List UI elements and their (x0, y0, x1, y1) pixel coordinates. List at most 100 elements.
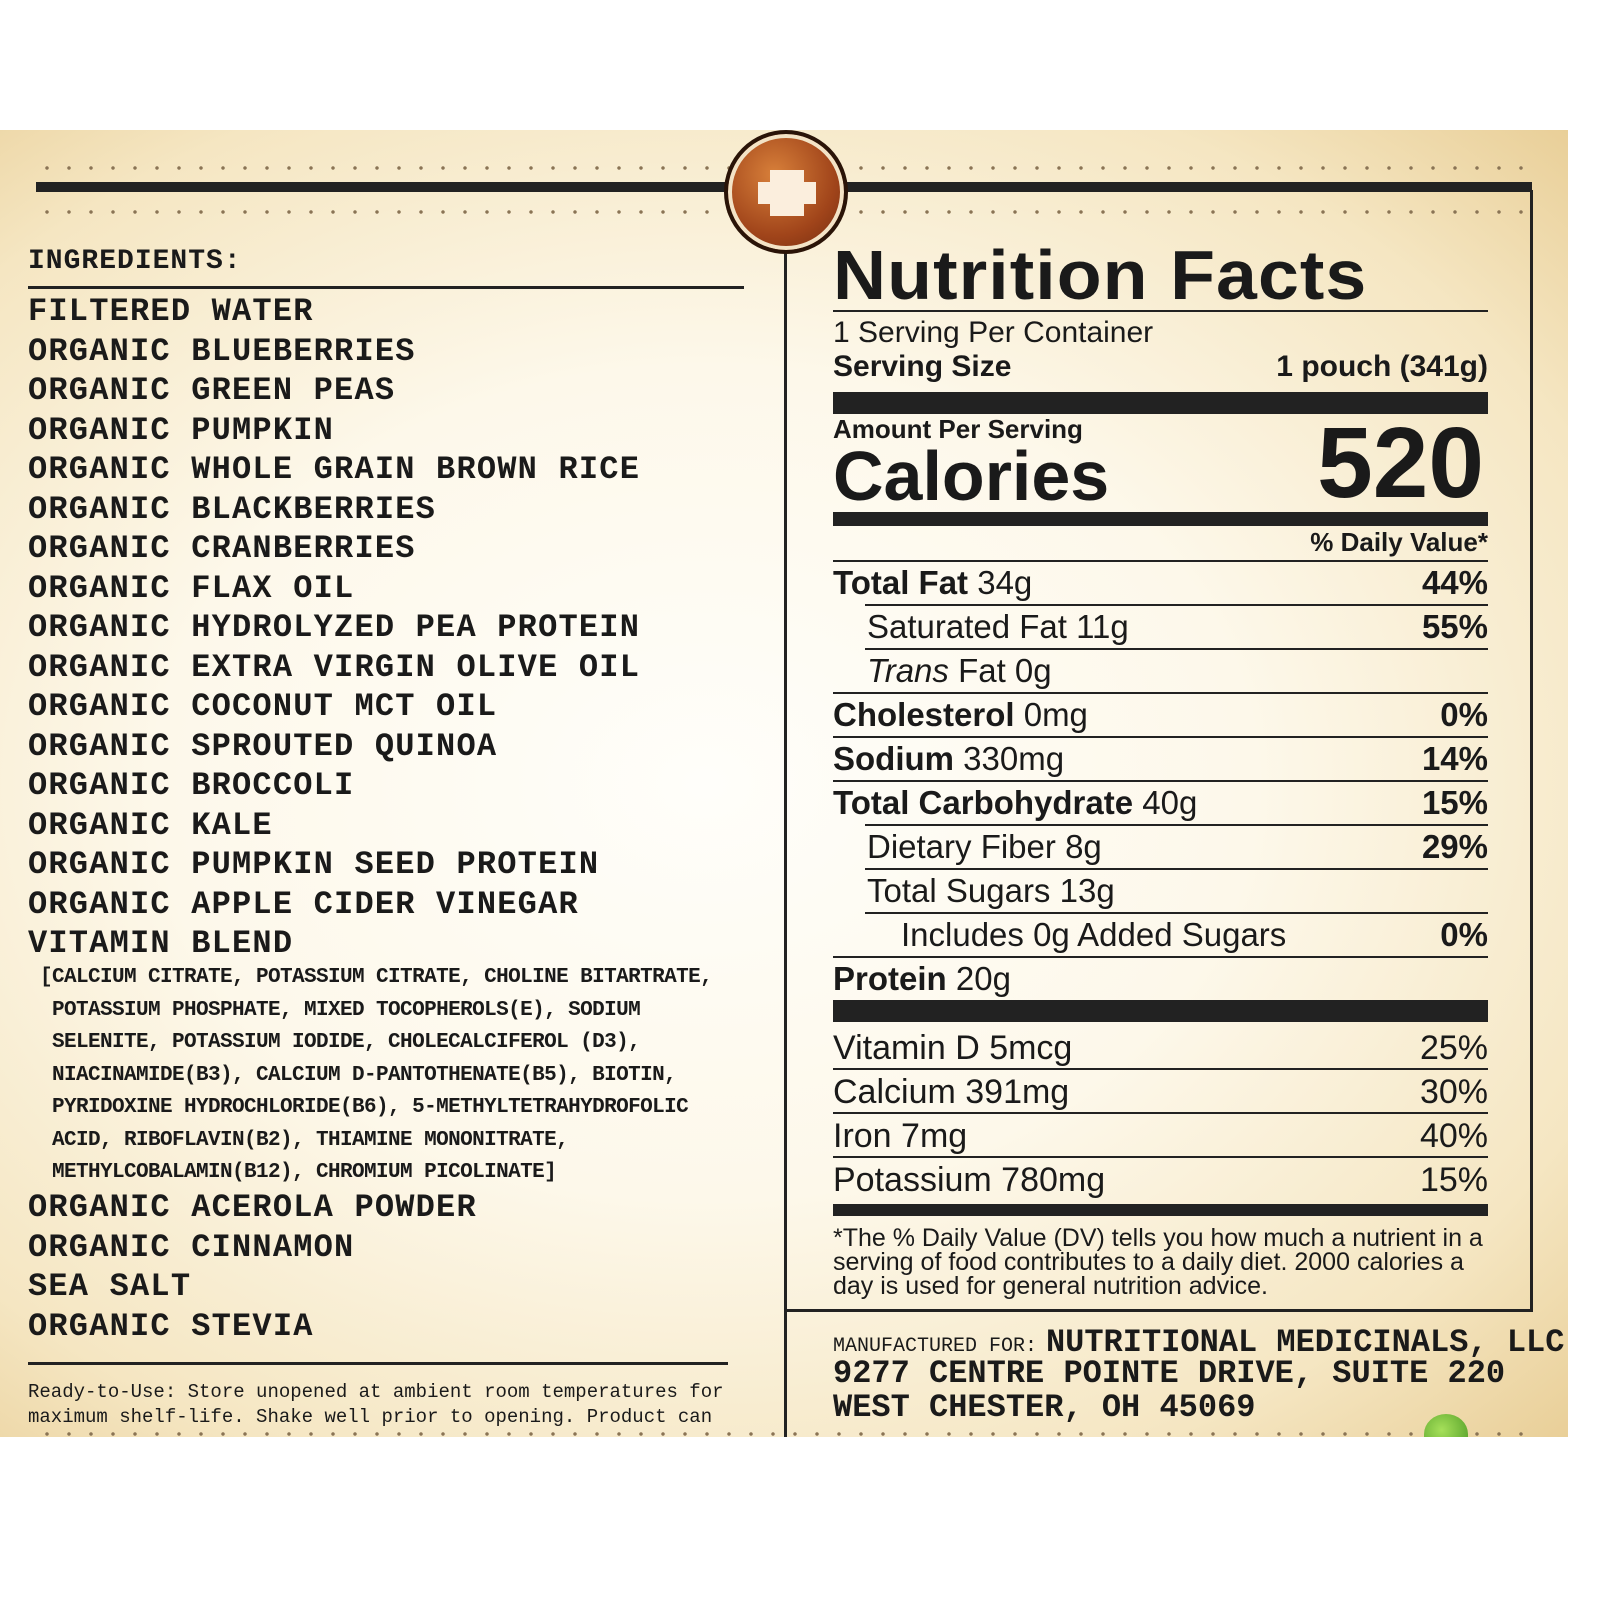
nutrient-amount: 13g (1059, 872, 1115, 909)
nutrient-amount: 34g (977, 564, 1033, 601)
ingredient-item: SEA SALT (28, 1268, 192, 1305)
divider (833, 1112, 1488, 1114)
nutrient-amount: 40g (1142, 784, 1198, 821)
nutrient-row: Includes 0g Added Sugars 0% (833, 913, 1488, 957)
nutrient-label: Total Sugars 13g (833, 871, 1115, 911)
divider (833, 736, 1488, 738)
ingredient-item: ORGANIC CRANBERRIES (28, 530, 416, 567)
ingredient-item: ORGANIC BLACKBERRIES (28, 490, 437, 528)
vitamin-name: Calcium 391mg (833, 1073, 1070, 1111)
ingredient-item: ORGANIC BROCCOLI (28, 767, 355, 804)
vitamin-name: Iron 7mg (833, 1117, 968, 1155)
nutrient-label: Saturated Fat 11g (833, 607, 1129, 647)
ingredient-item: ORGANIC SPROUTED QUINOA (28, 727, 498, 765)
nutrient-label: Protein 20g (833, 959, 1011, 999)
divider (833, 1156, 1488, 1158)
ingredient-item: ORGANIC WHOLE GRAIN BROWN RICE (28, 451, 641, 488)
calories-label: Calories (833, 437, 1110, 515)
brand-logo (724, 130, 848, 254)
divider (865, 648, 1488, 650)
nutrition-box-border (785, 190, 1533, 1312)
manufactured-for-label: MANUFACTURED FOR: (833, 1335, 1038, 1358)
serving-size-label: Serving Size (833, 350, 1012, 383)
nutrient-name: Total Fat (833, 564, 969, 601)
calories-value: 520 (1317, 407, 1484, 519)
ingredient-item: ORGANIC BLUEBERRIES (28, 332, 416, 370)
divider (833, 560, 1488, 562)
daily-value: 40% (1419, 1117, 1488, 1155)
nutrient-row: Total Sugars 13g (833, 869, 1488, 913)
vitamin-name: Vitamin D 5mcg (833, 1029, 1073, 1067)
ingredient-item: VITAMIN BLEND (28, 925, 294, 962)
thick-rule (833, 392, 1488, 414)
ingredient-item: ORGANIC APPLE CIDER VINEGAR (28, 885, 579, 923)
divider (865, 868, 1488, 870)
manufacturer-line: MANUFACTURED FOR: NUTRITIONAL MEDICINALS… (833, 1324, 1564, 1359)
vitamin-blend-list: [CALCIUM CITRATE, POTASSIUM CITRATE, CHO… (40, 966, 713, 1184)
nutrient-amount: 330mg (963, 740, 1065, 777)
ingredient-item: ORGANIC FLAX OIL (28, 569, 355, 607)
cross-icon-bar (758, 182, 816, 204)
ingredient-item: ORGANIC KALE (28, 806, 273, 844)
nutrient-amount: 11g (1076, 608, 1129, 645)
nutrient-label: Total Carbohydrate 40g (833, 783, 1197, 823)
nutrient-name: Trans (867, 652, 949, 689)
divider (865, 824, 1488, 826)
nutrient-name: Total Sugars (867, 872, 1051, 909)
ingredient-item: ORGANIC EXTRA VIRGIN OLIVE OIL (28, 648, 641, 686)
nutrient-row: Sodium 330mg 14% (833, 737, 1488, 781)
nutrient-name: Cholesterol (833, 696, 1015, 733)
daily-value: 14% (1421, 740, 1488, 777)
manufacturer-address-1: 9277 CENTRE POINTE DRIVE, SUITE 220 (833, 1355, 1506, 1392)
ingredient-item: ORGANIC GREEN PEAS (28, 372, 396, 409)
nutrient-label: Total Fat 34g (833, 563, 1032, 603)
nutrient-row: Protein 20g (833, 957, 1488, 1001)
ingredients-heading: INGREDIENTS: (28, 246, 242, 277)
divider (28, 286, 744, 289)
nutrient-row: Dietary Fiber 8g 29% (833, 825, 1488, 869)
divider (833, 956, 1488, 958)
ingredient-item: ORGANIC COCONUT MCT OIL (28, 688, 498, 725)
daily-value: 0% (1440, 696, 1488, 733)
daily-value: 25% (1419, 1029, 1488, 1067)
product-label: INGREDIENTS: FILTERED WATER ORGANIC BLUEB… (0, 130, 1568, 1437)
daily-value: 30% (1419, 1073, 1488, 1111)
thick-rule (833, 1204, 1488, 1216)
daily-value: 15% (1421, 784, 1488, 821)
divider (28, 1362, 728, 1365)
nutrient-row: Total Carbohydrate 40g 15% (833, 781, 1488, 825)
nutrient-name: Sodium (833, 740, 954, 777)
manufacturer-address-2: WEST CHESTER, OH 45069 (833, 1389, 1256, 1426)
nutrient-row: Saturated Fat 11g 55% (833, 605, 1488, 649)
vitamin-row: Potassium 780mg 15% (833, 1158, 1488, 1202)
nutrient-name: Dietary Fiber (867, 828, 1056, 865)
thick-rule (833, 512, 1488, 526)
nutrient-label: Trans Fat 0g (833, 651, 1052, 691)
vitamin-name: Potassium 780mg (833, 1161, 1106, 1199)
nutrient-amount: 8g (1065, 828, 1102, 865)
nutrient-name: Total Carbohydrate (833, 784, 1134, 821)
servings-per-container: 1 Serving Per Container (833, 316, 1154, 349)
vitamin-row: Iron 7mg 40% (833, 1114, 1488, 1158)
divider (833, 310, 1488, 312)
ingredient-item: ORGANIC PUMPKIN (28, 411, 335, 449)
daily-value-header: % Daily Value* (1310, 527, 1488, 557)
divider (833, 1068, 1488, 1070)
divider (833, 780, 1488, 782)
ingredient-item: ORGANIC CINNAMON (28, 1228, 355, 1266)
nutrient-amount: Fat 0g (958, 652, 1052, 689)
divider (865, 604, 1488, 606)
nutrient-label: Dietary Fiber 8g (833, 827, 1102, 867)
nutrition-facts-title: Nutrition Facts (833, 236, 1368, 314)
nutrient-label: Cholesterol 0mg (833, 695, 1088, 735)
daily-value: 0% (1440, 916, 1488, 953)
ingredient-item: ORGANIC HYDROLYZED PEA PROTEIN (28, 609, 641, 646)
vitamin-row: Calcium 391mg 30% (833, 1070, 1488, 1114)
nutrient-name: Protein (833, 960, 947, 997)
serving-size-value: 1 pouch (341g) (1276, 350, 1488, 383)
vitamin-row: Vitamin D 5mcg 25% (833, 1026, 1488, 1070)
daily-value: 29% (1421, 828, 1488, 865)
thick-rule (833, 1000, 1488, 1022)
nutrient-name: Saturated Fat (867, 608, 1067, 645)
nutrient-row: Total Fat 34g 44% (833, 561, 1488, 605)
